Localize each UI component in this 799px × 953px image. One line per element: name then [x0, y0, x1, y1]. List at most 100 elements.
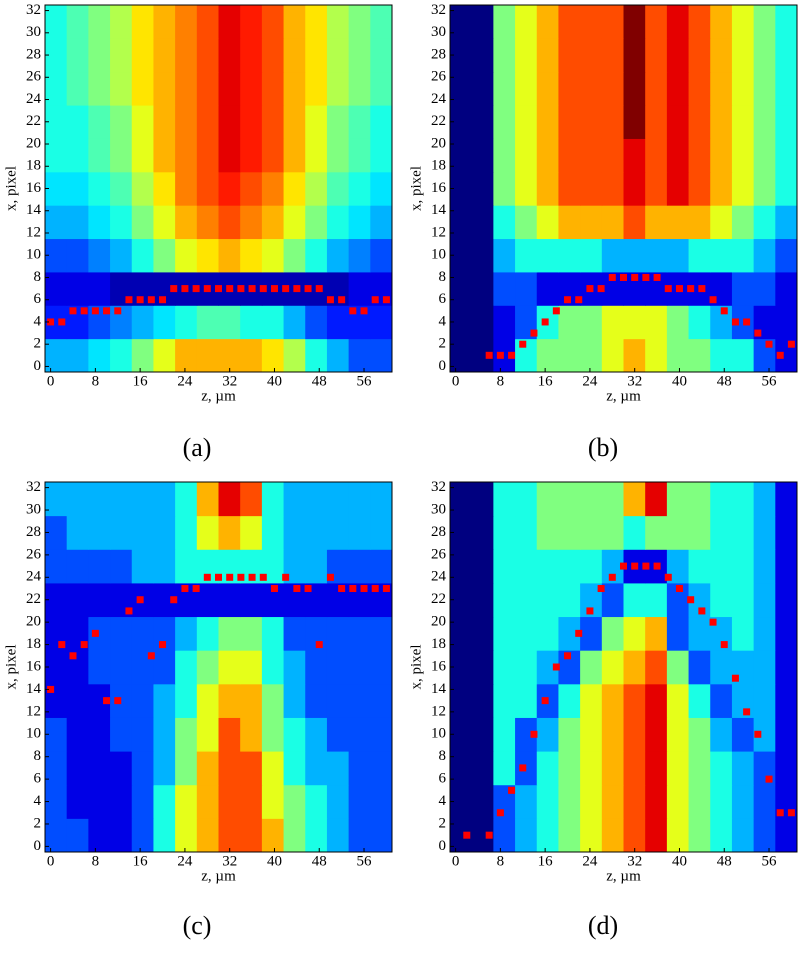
- heatmap-cell: [753, 271, 776, 306]
- heatmap-cell: [753, 205, 776, 240]
- heatmap-cell: [623, 238, 646, 273]
- ridge-point: [125, 296, 133, 304]
- heatmap-cell: [240, 71, 263, 106]
- heatmap-cell: [305, 549, 328, 584]
- heatmap-cell: [153, 305, 176, 340]
- heatmap-cell: [218, 784, 241, 819]
- ridge-point: [315, 285, 323, 293]
- heatmap-cell: [623, 5, 646, 39]
- heatmap-cell: [536, 549, 559, 584]
- heatmap-cell: [196, 238, 219, 273]
- heatmap-cell: [283, 784, 306, 819]
- heatmap-cell: [731, 616, 755, 651]
- heatmap-cell: [666, 784, 690, 819]
- heatmap-cell: [175, 650, 198, 685]
- y-tick-label: 28: [26, 46, 41, 62]
- heatmap-cell: [450, 482, 473, 517]
- heatmap-cell: [370, 205, 393, 240]
- heatmap-cell: [196, 138, 219, 173]
- heatmap-cell: [688, 616, 711, 651]
- heatmap-cell: [175, 751, 198, 786]
- heatmap-cell: [645, 338, 668, 373]
- heatmap-cell: [305, 818, 328, 853]
- heatmap-cell: [370, 683, 393, 718]
- ridge-point: [326, 573, 334, 581]
- heatmap-cell: [558, 271, 581, 306]
- heatmap-cell: [601, 515, 624, 550]
- heatmap-cell: [261, 305, 285, 340]
- heatmap-cell: [240, 549, 263, 584]
- ridge-point: [114, 697, 122, 705]
- heatmap-cell: [305, 650, 328, 685]
- x-tick-label: 32: [627, 853, 642, 869]
- y-tick-label: 4: [34, 793, 42, 809]
- ridge-point: [58, 318, 66, 326]
- heatmap-cell: [326, 650, 350, 685]
- ridge-point: [698, 285, 706, 293]
- heatmap-cell: [45, 784, 68, 819]
- y-tick-label: 26: [431, 546, 447, 562]
- ridge-point: [349, 585, 357, 593]
- heatmap-cell: [645, 38, 668, 73]
- heatmap-cell: [261, 5, 285, 39]
- heatmap-cell: [175, 71, 198, 106]
- heatmap-cell: [153, 549, 176, 584]
- heatmap-cell: [471, 271, 494, 306]
- ridge-point: [237, 573, 245, 581]
- heatmap-cell: [450, 515, 473, 550]
- heatmap-cell: [348, 205, 371, 240]
- ridge-point: [631, 562, 639, 570]
- heatmap-cell: [153, 71, 176, 106]
- heatmap-cell: [666, 582, 690, 618]
- heatmap-cell: [775, 717, 798, 752]
- heatmap-cell: [515, 238, 538, 273]
- ridge-point: [259, 573, 267, 581]
- heatmap-cell: [471, 650, 494, 685]
- ridge-point: [754, 329, 762, 337]
- heatmap-cell: [580, 482, 603, 517]
- heatmap-cell: [261, 818, 285, 853]
- x-axis-label: z, µm: [606, 388, 641, 404]
- heatmap-cell: [623, 683, 646, 718]
- heatmap-cell: [558, 717, 581, 752]
- heatmap-cell: [688, 650, 711, 685]
- heatmap-cell: [601, 616, 624, 651]
- heatmap-cell: [131, 616, 154, 651]
- heatmap-cell: [775, 71, 798, 106]
- heatmap-cell: [775, 105, 798, 139]
- heatmap-cell: [558, 616, 581, 651]
- ridge-point: [664, 573, 672, 581]
- ridge-point: [608, 573, 616, 581]
- heatmap-cell: [558, 205, 581, 240]
- heatmap-cell: [305, 38, 328, 73]
- heatmap-cell: [645, 305, 668, 340]
- heatmap-cell: [370, 784, 393, 819]
- heatmap-cell: [196, 549, 219, 584]
- heatmap-cell: [775, 616, 798, 651]
- ridge-point: [349, 307, 357, 315]
- y-tick-label: 32: [431, 2, 446, 18]
- heatmap-cell: [283, 238, 306, 273]
- heatmap-cell: [88, 683, 111, 718]
- heatmap-cell: [493, 482, 516, 517]
- y-tick-label: 2: [34, 815, 42, 831]
- heatmap-cell: [240, 338, 263, 373]
- ridge-point: [282, 573, 290, 581]
- ridge-point: [91, 629, 99, 637]
- heatmap-cell: [370, 171, 393, 206]
- heatmap-cell: [196, 515, 219, 550]
- ridge-point: [608, 273, 616, 281]
- heatmap-cell: [196, 818, 219, 853]
- heatmap-cell: [666, 717, 690, 752]
- heatmap-cell: [305, 138, 328, 173]
- y-tick-label: 30: [431, 501, 446, 517]
- heatmap-cell: [131, 683, 154, 718]
- ridge-point: [597, 285, 605, 293]
- heatmap-cell: [515, 717, 538, 752]
- heatmap-cell: [536, 105, 559, 139]
- heatmap-cell: [515, 616, 538, 651]
- heatmap-cell: [196, 482, 219, 517]
- heatmap-cell: [110, 717, 133, 752]
- ridge-point: [203, 285, 211, 293]
- heatmap-cell: [753, 38, 776, 73]
